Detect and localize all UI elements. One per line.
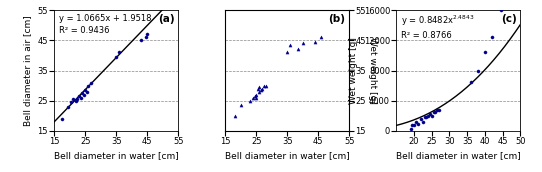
Point <box>141 36 150 39</box>
Point <box>79 93 88 96</box>
Point <box>246 99 254 102</box>
Point <box>260 84 268 87</box>
Point <box>78 92 86 94</box>
Y-axis label: Wet weight [g]: Wet weight [g] <box>349 37 358 104</box>
Point <box>250 95 259 98</box>
Text: (a): (a) <box>158 14 175 24</box>
Text: (b): (b) <box>328 14 346 24</box>
Point <box>286 44 295 46</box>
Point <box>431 111 440 113</box>
Point <box>84 84 93 87</box>
Point <box>252 93 261 96</box>
Point <box>236 104 245 106</box>
Y-axis label: Bell diameter in air [cm]: Bell diameter in air [cm] <box>23 15 32 126</box>
Point <box>406 128 415 131</box>
Point <box>433 109 441 112</box>
Point <box>425 113 434 116</box>
Point <box>255 90 264 93</box>
Point <box>417 118 425 121</box>
Point <box>112 56 120 58</box>
Point <box>256 89 265 92</box>
Point <box>422 116 431 119</box>
Text: y = 1.0665x + 1.9518
R² = 0.9436: y = 1.0665x + 1.9518 R² = 0.9436 <box>59 14 152 35</box>
Point <box>57 117 66 120</box>
Point <box>418 120 427 123</box>
Point <box>488 35 496 38</box>
Point <box>299 42 307 45</box>
Point <box>75 95 83 98</box>
Point <box>82 90 91 93</box>
Point <box>72 99 80 102</box>
X-axis label: Bell diameter in water [cm]: Bell diameter in water [cm] <box>396 152 521 160</box>
Point <box>496 9 505 12</box>
Point <box>115 51 124 54</box>
Point <box>481 50 489 53</box>
X-axis label: Bell diameter in water [cm]: Bell diameter in water [cm] <box>225 152 350 160</box>
Point <box>474 69 482 72</box>
Point <box>311 41 319 43</box>
Point <box>424 114 433 117</box>
Point <box>435 108 443 111</box>
Point <box>230 114 239 117</box>
Point <box>254 87 262 90</box>
Point <box>255 86 264 88</box>
Point <box>137 39 145 42</box>
Point <box>64 105 73 108</box>
Point <box>73 98 82 100</box>
Point <box>429 111 438 113</box>
Point <box>258 87 267 90</box>
Point <box>67 101 75 104</box>
Point <box>421 116 429 119</box>
Point <box>252 96 261 99</box>
Point <box>249 96 257 99</box>
Point <box>261 84 270 87</box>
Text: (c): (c) <box>501 14 517 24</box>
Point <box>411 120 420 123</box>
Point <box>87 81 96 84</box>
Point <box>410 123 418 126</box>
Point <box>81 89 89 92</box>
Y-axis label: Wet weight [g]: Wet weight [g] <box>368 37 377 104</box>
Point <box>76 96 85 99</box>
Point <box>283 51 292 54</box>
Point <box>317 36 326 39</box>
Point <box>143 33 152 36</box>
Point <box>294 48 302 51</box>
Text: y = 0.8482x$^{2.4843}$
R² = 0.8766: y = 0.8482x$^{2.4843}$ R² = 0.8766 <box>401 14 475 40</box>
Point <box>413 123 422 125</box>
Point <box>467 80 475 83</box>
Point <box>408 124 417 127</box>
Point <box>428 114 436 117</box>
Point <box>68 98 77 100</box>
X-axis label: Bell diameter in water [cm]: Bell diameter in water [cm] <box>54 152 178 160</box>
